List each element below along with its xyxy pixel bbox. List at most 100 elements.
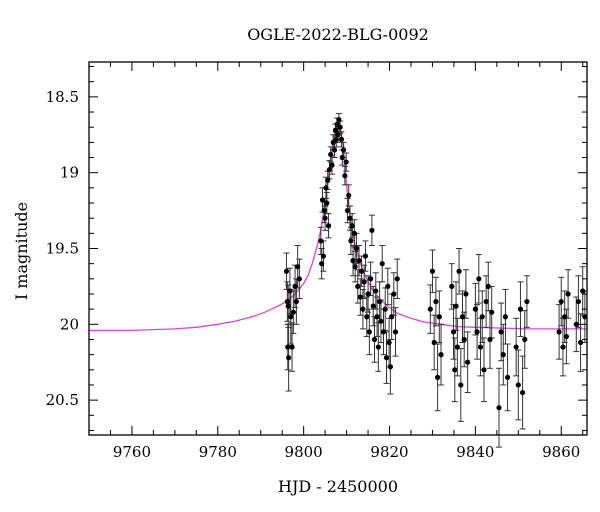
data-point (337, 124, 343, 130)
data-point (352, 264, 358, 270)
data-point (373, 288, 379, 294)
data-point (452, 367, 458, 373)
data-point (461, 336, 467, 343)
data-point (485, 283, 491, 290)
data-point (465, 359, 471, 365)
y-tick-label: 20.5 (46, 391, 79, 409)
data-point (500, 352, 506, 358)
data-point (427, 306, 433, 312)
data-point (489, 309, 495, 315)
data-point (463, 291, 469, 297)
data-point (389, 314, 395, 320)
data-point (362, 253, 369, 259)
data-point (319, 261, 325, 267)
data-point (385, 283, 391, 290)
data-point (365, 291, 371, 297)
data-point (435, 374, 441, 380)
data-point (293, 298, 299, 305)
data-point (332, 127, 339, 133)
data-point (344, 207, 351, 214)
errorbar-layer (283, 113, 588, 448)
data-point (371, 336, 378, 343)
data-point (361, 279, 367, 285)
data-point (351, 230, 357, 236)
y-tick-label: 20 (60, 315, 79, 333)
data-point (349, 223, 355, 229)
data-point (573, 321, 579, 327)
data-point (323, 185, 329, 191)
data-point (436, 314, 442, 320)
data-point (343, 159, 349, 165)
data-point (364, 314, 370, 320)
data-point (433, 298, 439, 305)
data-point (582, 314, 588, 320)
data-point (283, 268, 290, 274)
data-point (380, 329, 387, 335)
data-point (295, 264, 301, 270)
data-point (284, 298, 290, 305)
data-point (338, 136, 345, 142)
data-point (377, 298, 383, 305)
model-curve-layer (89, 121, 587, 332)
data-point (387, 364, 393, 370)
data-point (522, 336, 528, 343)
data-point (386, 339, 392, 346)
data-point (456, 268, 462, 274)
data-point (366, 329, 372, 335)
x-tick-label: 9820 (370, 443, 408, 461)
data-point (296, 276, 302, 282)
data-point (483, 298, 489, 305)
data-point (325, 177, 331, 183)
data-point (454, 344, 460, 350)
data-point (496, 405, 502, 411)
data-point (321, 207, 327, 214)
data-point (346, 192, 352, 199)
data-point (318, 238, 324, 244)
data-point (336, 117, 342, 123)
data-point (391, 291, 397, 297)
data-point (356, 258, 362, 264)
data-point (333, 136, 339, 142)
data-points-layer (283, 117, 588, 411)
data-point (472, 306, 478, 312)
x-tick-label: 9860 (542, 443, 580, 461)
data-point (556, 329, 562, 335)
data-point (331, 147, 338, 153)
data-point (429, 268, 436, 274)
data-point (342, 173, 348, 179)
data-point (476, 276, 482, 282)
x-tick-label: 9840 (456, 443, 494, 461)
x-tick-label: 9780 (199, 443, 237, 461)
data-point (288, 314, 294, 320)
data-point (474, 329, 480, 335)
data-point (375, 344, 381, 350)
data-point (335, 132, 341, 138)
data-point (325, 223, 332, 229)
data-point (340, 147, 347, 153)
data-point (565, 291, 571, 297)
data-point (520, 389, 526, 396)
data-point (560, 344, 566, 350)
data-point (517, 306, 524, 312)
x-tick-label: 9800 (285, 443, 323, 461)
y-axis-label: I magnitude (12, 202, 31, 300)
data-point (285, 303, 291, 309)
data-point (524, 298, 530, 305)
data-point (319, 197, 326, 203)
data-point (487, 336, 493, 343)
data-point (504, 374, 511, 380)
data-point (562, 314, 568, 320)
data-point (292, 283, 298, 290)
data-point (370, 303, 376, 309)
data-point (378, 318, 384, 324)
data-point (350, 258, 356, 264)
data-point (513, 344, 519, 350)
data-point (286, 355, 292, 361)
data-point (459, 314, 466, 320)
x-tick-label: 9760 (113, 443, 151, 461)
data-point (359, 268, 365, 274)
data-point (322, 215, 328, 221)
data-point (360, 306, 366, 312)
data-point (348, 238, 354, 244)
chart-title: OGLE-2022-BLG-0092 (247, 25, 429, 44)
